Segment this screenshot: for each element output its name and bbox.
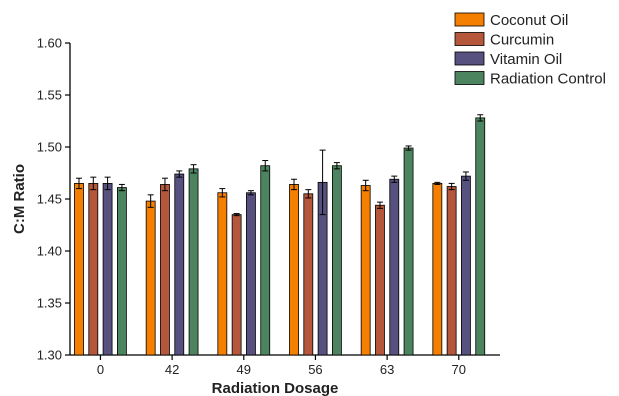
bar <box>160 184 170 356</box>
x-tick-label: 56 <box>308 362 322 377</box>
legend-label: Vitamin Oil <box>490 51 562 68</box>
bar <box>289 184 299 356</box>
bar <box>432 182 443 356</box>
x-axis-title: Radiation Dosage <box>212 380 339 396</box>
bar <box>145 200 156 356</box>
legend: Coconut Oil Curcumin Vitamin Oil Radiation … <box>454 12 606 88</box>
legend-label: Radiation Control <box>490 71 606 88</box>
bar <box>102 182 113 356</box>
y-tick-label: 1.55 <box>37 88 62 103</box>
y-tick-label: 1.35 <box>37 296 62 311</box>
bars <box>74 117 486 356</box>
error-bars <box>76 114 484 217</box>
x-tick-label: 63 <box>380 362 394 377</box>
bar <box>303 193 314 356</box>
bar <box>246 192 256 356</box>
y-tick-label: 1.40 <box>37 244 62 259</box>
legend-swatch <box>454 71 485 85</box>
y-axis-title: C:M Ratio <box>11 164 28 234</box>
bar <box>375 204 385 356</box>
y-tick-label: 1.60 <box>37 36 62 51</box>
bar <box>74 182 84 356</box>
bar <box>403 147 414 356</box>
bar <box>360 185 371 356</box>
x-tick-label: 0 <box>97 362 104 377</box>
x-axis: 0 42 49 56 63 70 <box>70 354 500 377</box>
bar <box>260 165 271 356</box>
legend-swatch <box>454 51 485 66</box>
bar <box>174 173 185 356</box>
y-tick-label: 1.45 <box>37 192 62 207</box>
bar <box>188 168 199 356</box>
bar <box>331 165 342 356</box>
bar <box>88 182 99 356</box>
x-tick-label: 70 <box>452 362 466 377</box>
bar <box>231 214 242 356</box>
legend-label: Curcumin <box>490 32 554 49</box>
legend-swatch <box>454 12 485 27</box>
bar <box>461 175 471 356</box>
bar <box>475 117 486 356</box>
y-tick-label: 1.50 <box>37 140 62 155</box>
x-tick-label: 49 <box>237 362 251 377</box>
y-tick-label: 1.30 <box>37 348 62 363</box>
bar <box>446 186 457 356</box>
bar <box>217 192 228 356</box>
bar <box>117 187 127 356</box>
x-tick-label: 42 <box>165 362 179 377</box>
bar <box>389 178 400 356</box>
legend-label: Coconut Oil <box>490 12 568 29</box>
y-axis: 1.30 1.35 1.40 1.45 1.50 1.55 1.60 <box>37 36 71 363</box>
legend-swatch <box>454 32 485 46</box>
